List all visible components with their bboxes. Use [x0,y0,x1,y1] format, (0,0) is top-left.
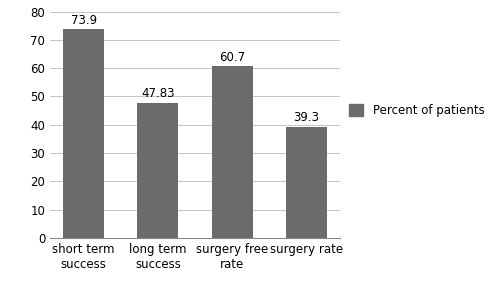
Text: 60.7: 60.7 [219,51,245,64]
Bar [212,66,252,238]
Bar [286,127,327,238]
Bar [63,29,104,238]
Legend: Percent of patients: Percent of patients [344,99,489,122]
Text: 39.3: 39.3 [294,111,320,124]
Text: 73.9: 73.9 [70,14,97,27]
Text: 47.83: 47.83 [141,87,174,100]
Bar [138,103,178,238]
